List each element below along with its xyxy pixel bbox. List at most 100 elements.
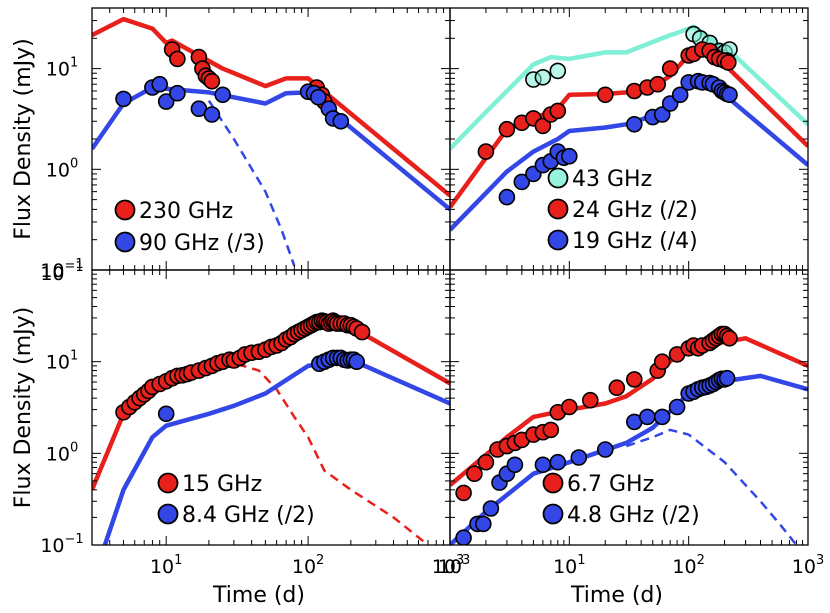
data-point-red [661,60,679,77]
data-point-cyan [549,62,567,80]
plot-area [92,16,450,267]
y-tick-label-exponent: 1 [70,349,78,364]
model-dashed-blue [207,100,296,267]
x-tick-label-exponent: 1 [174,553,182,568]
legend: 15 GHz 8.4 GHz (/2) [157,472,315,528]
data-point-blue [570,449,588,466]
legend: 230 GHz 90 GHz (/3) [114,199,265,256]
legend-marker-blue [114,231,136,253]
legend-label: 15 GHz [182,472,262,497]
data-point-blue [721,86,738,104]
x-tick-label-base: 10 [792,556,816,578]
data-point-blue [513,173,531,191]
x-tick-label-base: 10 [553,556,577,578]
data-point-red [542,421,560,439]
y-axis-title: Flux Density (mJy) [11,38,36,239]
data-point-red [719,54,737,71]
y-tick-label-base: 10 [46,443,70,465]
y-tick-label-exponent: 1 [70,56,78,71]
data-point-red [560,398,578,416]
data-point-blue [482,500,500,517]
data-point-blue [506,456,524,474]
data-point-red [477,143,495,160]
data-point-blue [115,90,132,108]
legend-label: 90 GHz (/3) [139,231,265,256]
legend-label: 4.8 GHz (/2) [567,503,700,528]
y-tick-label: 10−1 [40,260,83,285]
data-point-blue [653,408,671,426]
data-point-blue [348,353,366,371]
legend-label: 230 GHz [139,199,233,224]
legend-label: 19 GHz (/4) [572,229,698,254]
y-tick-label-base: 10 [46,59,70,81]
legend-marker-blue [157,503,179,525]
legend: 43 GHz 24 GHz (/2) 19 GHz (/4) [547,167,698,254]
data-point-blue [474,515,492,533]
data-point-blue [560,147,578,165]
legend-label: 6.7 GHz [567,472,654,497]
data-point-blue [671,86,689,104]
data-point-blue [203,106,221,123]
x-tick-label-base: 10 [438,556,462,578]
data-point-red [498,120,516,138]
panel-frame [449,269,809,546]
x-tick-label: 101 [150,553,182,578]
x-tick-label-exponent: 2 [697,553,705,568]
y-tick-label-exponent: −1 [65,257,84,272]
y-tick-label: 100 [46,440,78,465]
data-point-blue [455,529,472,545]
x-tick-label: 103 [432,553,464,578]
data-point-blue [157,405,175,423]
data-point-blue [151,75,168,93]
y-tick-label: 101 [46,349,78,374]
x-axis-title: Time (d) [570,583,663,608]
legend-marker-blue [547,229,569,251]
y-tick-label-base: 10 [46,159,70,181]
model-dashed-blue [625,428,798,545]
x-axis-title: Time (d) [212,583,305,608]
y-tick-label-exponent: −1 [65,532,84,547]
data-point-red [203,72,221,90]
x-tick-label: 102 [292,553,324,578]
data-point-blue [625,116,643,133]
data-point-red [477,453,495,471]
plot-area [92,312,450,545]
y-tick-label: 10−1 [40,532,83,557]
data-point-blue [718,369,736,387]
x-tick-label-base: 10 [292,556,316,578]
legend-label: 8.4 GHz (/2) [182,503,315,528]
data-point-red [721,329,738,347]
x-tick-label-exponent: 3 [462,553,470,568]
data-point-blue [157,93,175,110]
panel-top-right: 43 GHz 24 GHz (/2) 19 GHz (/4) [449,7,809,271]
legend-marker-red [114,199,136,221]
plot-area [450,24,808,232]
data-point-red [549,102,567,120]
y-tick-label-base: 10 [40,260,64,282]
y-axis-title: Flux Density (mJy) [11,307,36,508]
data-point-blue [214,86,231,104]
data-point-blue [169,84,186,102]
model-curve-red [450,336,808,487]
y-tick-label-exponent: −1 [65,260,84,275]
y-tick-label-base: 10 [46,352,70,374]
data-point-red [608,379,626,397]
y-tick-label: 101 [46,56,78,81]
model-curve-red [92,16,450,198]
model-dashed-red [222,361,429,545]
y-tick-label-base: 10 [40,263,64,285]
legend-marker-red [547,198,569,220]
y-tick-label-exponent: 0 [70,440,78,455]
data-point-red [653,353,671,371]
x-tick-label-base: 10 [150,556,174,578]
legend-marker-blue [542,503,564,525]
x-tick-label-base: 10 [672,556,696,578]
data-point-blue [534,456,552,474]
data-point-red [581,391,599,409]
x-tick-label-exponent: 3 [816,553,824,568]
legend-marker-red [542,472,564,494]
